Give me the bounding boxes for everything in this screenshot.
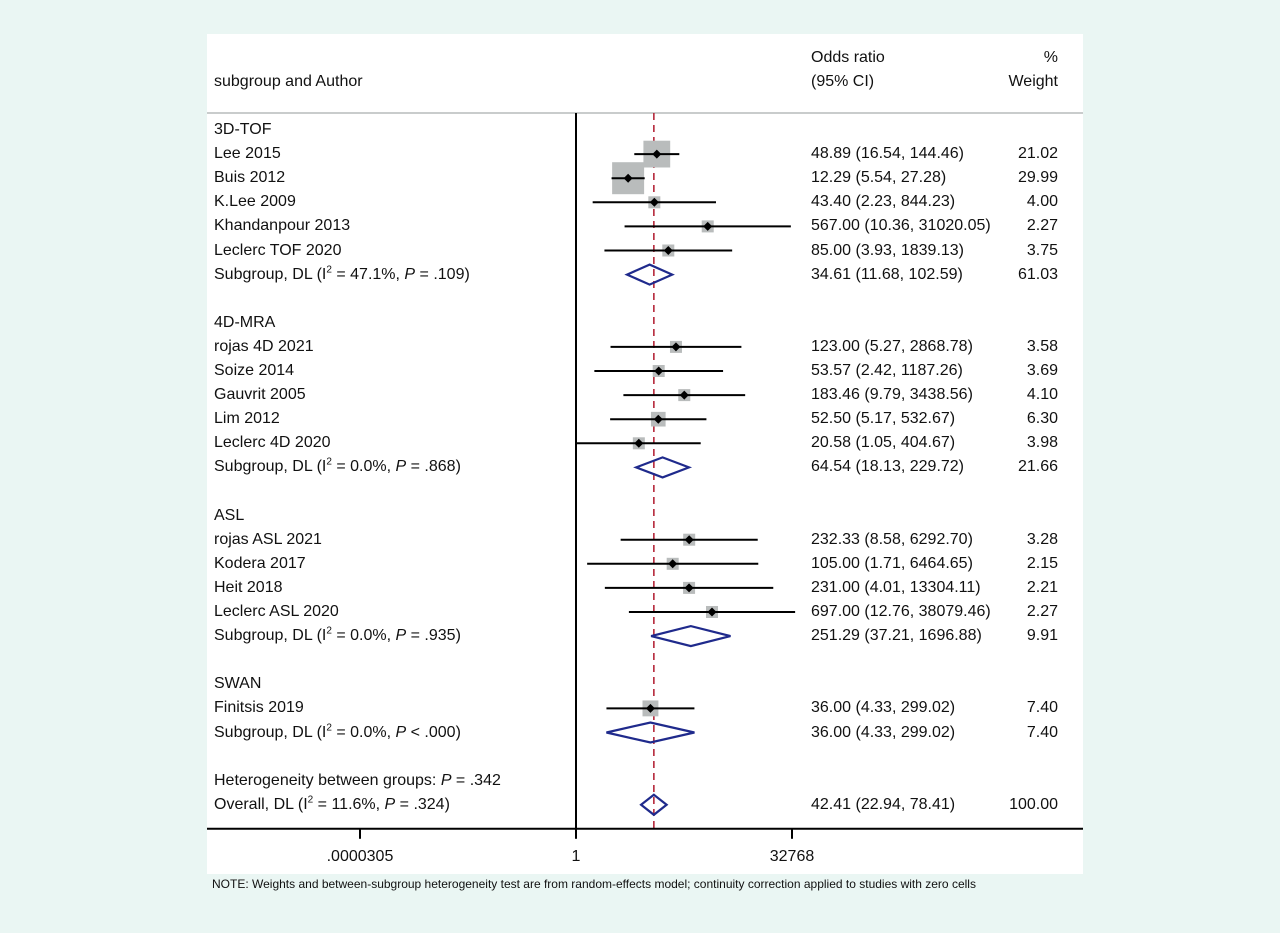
overall-summary-label: Overall, DL (I2 = 11.6%, P = .324) xyxy=(214,794,450,813)
study-weight: 3.69 xyxy=(1026,362,1058,379)
subgroup-summary-or-ci: 251.29 (37.21, 1696.88) xyxy=(811,627,982,645)
study-label: K.Lee 2009 xyxy=(214,193,296,211)
study-point-estimate xyxy=(634,438,644,448)
subgroup-summary-or-ci: 34.61 (11.68, 102.59) xyxy=(811,265,963,283)
study-point-estimate xyxy=(679,390,689,400)
subgroup-summary-label: Subgroup, DL (I2 = 0.0%, P = .868) xyxy=(214,457,461,476)
study-point-estimate xyxy=(663,246,673,255)
study-label: rojas ASL 2021 xyxy=(214,530,322,548)
study-label: Kodera 2017 xyxy=(214,554,306,572)
x-tick-label: .0000305 xyxy=(327,848,394,865)
overall-weight: 100.00 xyxy=(1009,795,1058,813)
study-weight: 3.75 xyxy=(1026,241,1058,259)
study-or-ci: 567.00 (10.36, 31020.05) xyxy=(811,217,991,235)
subgroup-summary-weight: 7.40 xyxy=(1026,723,1058,741)
study-or-ci: 697.00 (12.76, 38079.46) xyxy=(811,603,991,620)
study-or-ci: 105.00 (1.71, 6464.65) xyxy=(811,554,973,572)
study-weight: 2.15 xyxy=(1026,554,1058,572)
footnote: NOTE: Weights and between-subgroup heter… xyxy=(212,877,976,891)
study-point-estimate xyxy=(623,173,633,183)
subgroup-summary-or-ci: 64.54 (18.13, 229.72) xyxy=(811,458,965,476)
study-or-ci: 232.33 (8.58, 6292.70) xyxy=(811,530,973,548)
study-point-estimate xyxy=(684,535,694,545)
weight-col-header-2: Weight xyxy=(1008,73,1058,90)
study-label: Leclerc 4D 2020 xyxy=(214,434,331,452)
subgroup-summary-weight: 21.66 xyxy=(1017,458,1058,476)
subgroup-summary-diamond xyxy=(633,456,693,479)
study-or-ci: 12.29 (5.54, 27.28) xyxy=(811,169,947,187)
study-weight: 4.10 xyxy=(1026,386,1058,404)
study-weight: 2.27 xyxy=(1026,603,1058,620)
study-label: Heit 2018 xyxy=(214,578,283,596)
subgroup-summary-label: Subgroup, DL (I2 = 0.0%, P < .000) xyxy=(214,722,461,741)
overall-or-ci: 42.41 (22.94, 78.41) xyxy=(811,795,956,813)
study-or-ci: 52.50 (5.17, 532.67) xyxy=(811,410,956,428)
study-weight: 3.98 xyxy=(1026,434,1058,452)
study-point-estimate xyxy=(654,366,664,376)
study-or-ci: 43.40 (2.23, 844.23) xyxy=(811,193,956,211)
study-weight: 2.21 xyxy=(1026,578,1058,596)
study-point-estimate xyxy=(649,197,659,207)
subgroup-summary-weight: 9.91 xyxy=(1026,627,1058,645)
study-point-estimate xyxy=(652,149,662,159)
study-label: Lee 2015 xyxy=(214,145,281,163)
study-point-estimate xyxy=(703,221,713,231)
study-label: Buis 2012 xyxy=(214,169,286,187)
subgroup-heading: 4D-MRA xyxy=(214,313,276,331)
study-point-estimate xyxy=(671,342,681,352)
study-col-header: subgroup and Author xyxy=(214,73,363,90)
weight-col-header-1: % xyxy=(1043,49,1058,66)
study-or-ci: 48.89 (16.54, 144.46) xyxy=(811,145,965,163)
subgroup-summary-diamond xyxy=(624,263,675,286)
study-weight: 6.30 xyxy=(1026,410,1058,428)
study-label: Leclerc TOF 2020 xyxy=(214,241,342,259)
forest-plot-panel xyxy=(207,34,1083,874)
effect-col-header-1: Odds ratio xyxy=(811,49,885,66)
subgroup-summary-or-ci: 36.00 (4.33, 299.02) xyxy=(811,723,956,741)
study-weight: 3.28 xyxy=(1026,530,1058,548)
study-weight: 3.58 xyxy=(1026,337,1058,355)
subgroup-summary-weight: 61.03 xyxy=(1017,265,1058,283)
subgroup-summary-label: Subgroup, DL (I2 = 47.1%, P = .109) xyxy=(214,264,470,283)
study-label: rojas 4D 2021 xyxy=(214,337,314,355)
study-or-ci: 36.00 (4.33, 299.02) xyxy=(811,699,956,717)
subgroup-heading: ASL xyxy=(214,506,245,524)
x-tick-label: 32768 xyxy=(770,848,815,865)
study-or-ci: 20.58 (1.05, 404.67) xyxy=(811,434,956,452)
study-weight: 7.40 xyxy=(1026,699,1058,717)
study-label: Leclerc ASL 2020 xyxy=(214,603,339,620)
study-point-estimate xyxy=(645,703,655,713)
subgroup-summary-diamond xyxy=(650,624,731,648)
subgroup-heading: SWAN xyxy=(214,675,262,693)
study-weight: 21.02 xyxy=(1017,145,1058,163)
study-weight: 4.00 xyxy=(1026,193,1058,211)
study-point-estimate xyxy=(668,559,678,569)
study-or-ci: 85.00 (3.93, 1839.13) xyxy=(811,241,965,259)
subgroup-heading: 3D-TOF xyxy=(214,121,272,138)
study-point-estimate xyxy=(684,583,694,593)
overall-summary-diamond xyxy=(639,793,669,817)
study-point-estimate xyxy=(707,607,717,617)
effect-col-header-2: (95% CI) xyxy=(811,73,875,90)
study-label: Finitsis 2019 xyxy=(214,699,304,717)
study-weight: 29.99 xyxy=(1017,169,1058,187)
study-point-estimate xyxy=(653,414,663,424)
subgroup-summary-diamond xyxy=(606,721,695,744)
study-or-ci: 183.46 (9.79, 3438.56) xyxy=(811,386,973,404)
study-label: Gauvrit 2005 xyxy=(214,386,306,404)
study-label: Lim 2012 xyxy=(214,410,280,428)
subgroup-summary-label: Subgroup, DL (I2 = 0.0%, P = .935) xyxy=(214,625,461,645)
study-or-ci: 231.00 (4.01, 13304.11) xyxy=(811,578,981,596)
study-or-ci: 53.57 (2.42, 1187.26) xyxy=(811,362,963,379)
study-label: Khandanpour 2013 xyxy=(214,217,351,235)
study-label: Soize 2014 xyxy=(214,362,295,379)
study-weight: 2.27 xyxy=(1026,217,1058,235)
study-or-ci: 123.00 (5.27, 2868.78) xyxy=(811,337,973,355)
heterogeneity-label: Heterogeneity between groups: P = .342 xyxy=(214,771,501,789)
x-tick-label: 1 xyxy=(572,848,581,865)
